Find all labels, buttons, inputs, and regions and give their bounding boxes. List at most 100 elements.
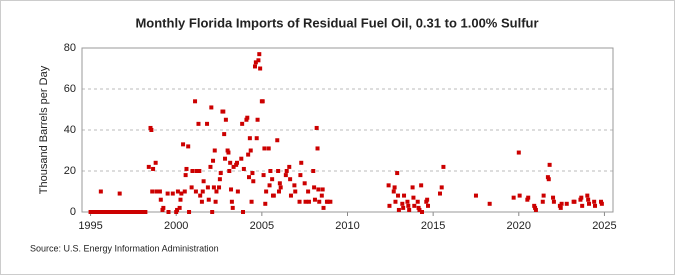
point (184, 166, 189, 171)
y-tick-label: 60 (64, 83, 76, 95)
point (297, 199, 302, 204)
point (261, 173, 266, 178)
point (545, 175, 550, 180)
point (426, 203, 431, 208)
point (419, 183, 424, 188)
point (303, 199, 308, 204)
point (415, 199, 420, 204)
y-tick-label: 80 (64, 42, 76, 54)
point (229, 199, 234, 204)
source-note: Source: U.S. Energy Information Administ… (30, 243, 219, 253)
y-axis-label: Thousand Barrels per Day (38, 65, 50, 194)
point (328, 199, 333, 204)
point (586, 197, 591, 202)
point (249, 199, 254, 204)
point (517, 193, 522, 198)
point (284, 169, 289, 173)
point (250, 171, 255, 176)
x-tick-label: 2005 (250, 220, 274, 232)
point (247, 175, 252, 180)
point (392, 185, 397, 190)
point (593, 203, 598, 208)
point (186, 144, 191, 149)
point (225, 148, 230, 153)
point (260, 99, 265, 104)
point (551, 199, 556, 204)
point (189, 185, 194, 190)
point (117, 191, 122, 196)
point (253, 64, 258, 69)
point (230, 205, 235, 210)
point (254, 136, 259, 141)
point (143, 210, 148, 214)
point (325, 199, 330, 204)
point (154, 189, 159, 194)
point (387, 203, 392, 208)
point (248, 148, 253, 153)
point (257, 52, 262, 57)
point (234, 162, 239, 167)
point (592, 199, 597, 204)
point (578, 197, 583, 202)
x-tick-label: 2015 (421, 220, 445, 232)
point (283, 173, 288, 178)
x-tick-label: 1995 (78, 220, 102, 232)
point (271, 193, 276, 198)
point (258, 66, 263, 71)
point (416, 205, 421, 210)
point (312, 185, 317, 190)
point (546, 177, 551, 182)
point (302, 181, 307, 186)
point (407, 207, 412, 212)
point (205, 185, 210, 190)
point (198, 193, 203, 198)
point (319, 193, 324, 198)
point (256, 58, 261, 63)
point (599, 201, 604, 206)
point (557, 203, 562, 208)
point (149, 128, 154, 132)
point (396, 207, 401, 212)
point (240, 121, 245, 126)
point (541, 193, 546, 198)
point (197, 169, 202, 173)
point (266, 146, 271, 151)
point (262, 146, 267, 151)
point (411, 195, 416, 200)
y-tick-label: 20 (64, 165, 76, 177)
point (400, 201, 405, 206)
point (405, 199, 410, 204)
point (580, 203, 585, 208)
point (201, 179, 206, 184)
point (270, 177, 275, 182)
point (412, 203, 417, 208)
point (157, 189, 162, 194)
point (255, 117, 260, 122)
point (558, 205, 563, 210)
point (223, 156, 228, 161)
point (473, 193, 478, 198)
point (205, 121, 210, 126)
point (391, 189, 396, 194)
point (194, 169, 199, 173)
point (292, 183, 297, 188)
point (211, 185, 216, 190)
point (547, 162, 552, 167)
point (98, 189, 103, 194)
point (299, 160, 304, 165)
point (306, 199, 311, 204)
point (277, 181, 282, 186)
point (228, 160, 233, 165)
point (533, 205, 538, 210)
point (181, 142, 186, 147)
point (559, 201, 564, 206)
point (439, 185, 444, 190)
point (321, 205, 326, 210)
point (587, 201, 592, 206)
point (253, 60, 258, 65)
point (525, 197, 530, 202)
point (311, 169, 316, 173)
point (161, 205, 166, 210)
point (314, 125, 319, 130)
